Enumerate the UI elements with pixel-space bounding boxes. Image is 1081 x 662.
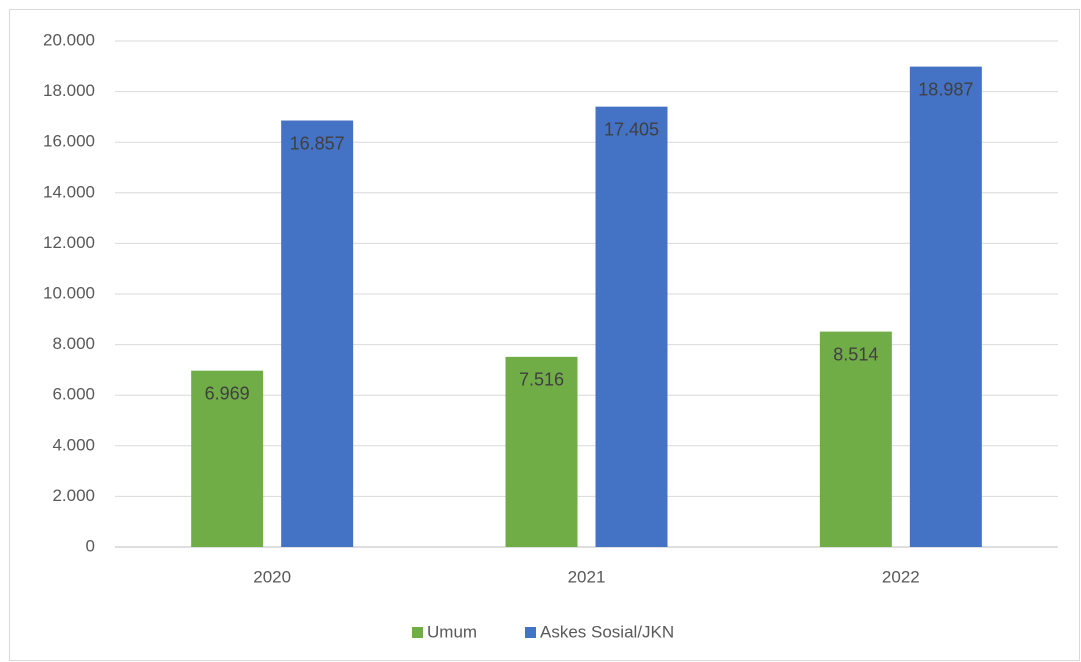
bar [909,66,982,547]
y-tick-label: 14.000 [43,182,95,201]
bar [281,120,354,548]
bar [819,331,892,547]
legend-label: Askes Sosial/JKN [540,622,674,641]
data-label: 18.987 [918,79,973,99]
y-tick-label: 6.000 [52,385,95,404]
y-tick-label: 4.000 [52,435,95,454]
data-label: 6.969 [205,383,250,403]
y-tick-label: 18.000 [43,81,95,100]
bar [191,370,264,547]
data-label: 7.516 [519,370,564,390]
legend-swatch [412,627,423,638]
y-tick-label: 10.000 [43,283,95,302]
y-tick-label: 8.000 [52,334,95,353]
bar [595,106,668,547]
data-label: 8.514 [833,344,878,364]
x-tick-label: 2022 [882,567,920,586]
y-tick-label: 12.000 [43,233,95,252]
chart-border [9,9,1080,661]
y-tick-label: 0 [86,536,95,555]
legend-label: Umum [427,622,477,641]
x-tick-label: 2021 [568,567,606,586]
y-tick-label: 16.000 [43,132,95,151]
y-tick-label: 2.000 [52,486,95,505]
bar [505,356,578,547]
legend-swatch [525,627,536,638]
x-tick-label: 2020 [253,567,291,586]
y-tick-label: 20.000 [43,30,95,49]
data-label: 17.405 [604,119,659,139]
data-label: 16.857 [290,133,345,153]
